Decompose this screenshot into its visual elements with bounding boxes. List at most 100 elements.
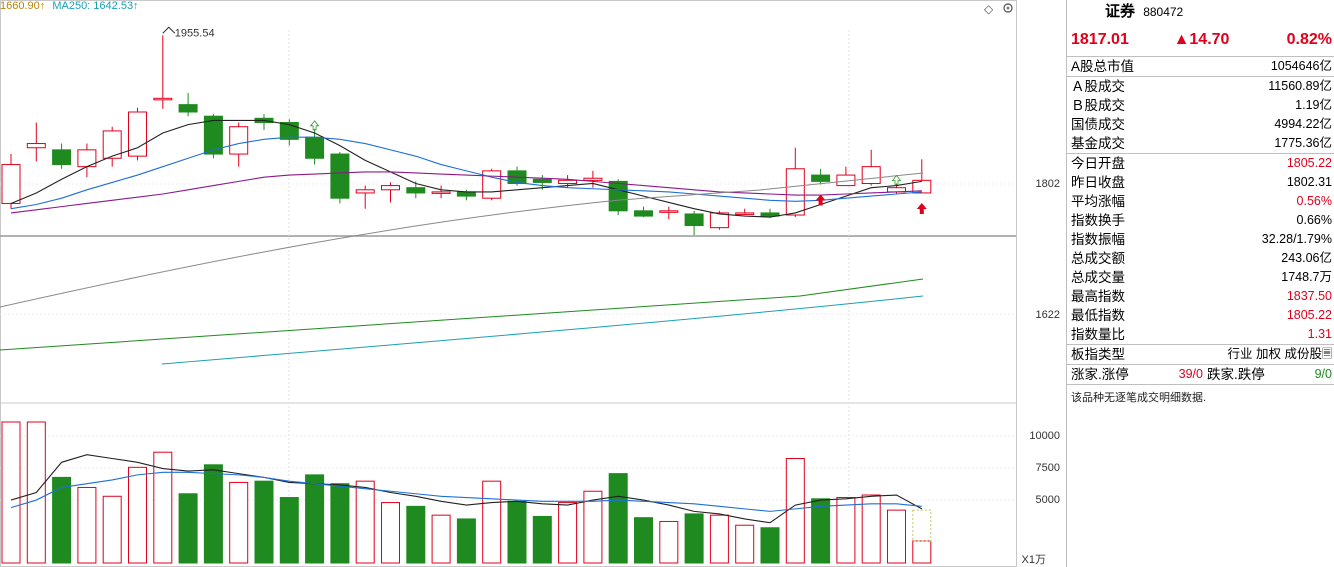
stat-value: 0.66% — [1296, 213, 1332, 227]
candle-body — [355, 189, 375, 194]
volume-bar — [507, 500, 527, 564]
stat-value: 32.28/1.79% — [1261, 232, 1332, 246]
decliners-label: 跌家.跌停 — [1206, 367, 1265, 382]
candle-body — [912, 179, 932, 194]
tick-data-note: 该品种无逐笔成交明细数据. — [1071, 392, 1207, 404]
index-name: 证券 — [1105, 3, 1136, 20]
volume-bar — [128, 466, 147, 564]
panel-title: 证券 880472 — [1067, 0, 1334, 24]
gear-icon[interactable] — [1002, 2, 1014, 17]
volume-bar — [912, 540, 932, 564]
volume-ma10-line — [10, 471, 922, 512]
candle-body — [229, 126, 249, 155]
volume-bar — [406, 505, 426, 564]
stat-row: 总成交额 243.06亿 — [1067, 249, 1334, 268]
stat-label: 总成交量 — [1071, 270, 1125, 285]
stat-row: A股总市值 1054646亿 — [1067, 57, 1334, 76]
ma-long-grey-line — [0, 172, 924, 308]
stat-row: 昨日收盘 1802.31 — [1067, 173, 1334, 192]
stat-label: A股总市值 — [1071, 59, 1135, 74]
stat-row: 最高指数 1837.50 — [1067, 287, 1334, 306]
volume-bar — [178, 493, 198, 564]
ma250-value: MA250: 1642.53↑ — [52, 0, 139, 12]
price-change-pct: 0.82% — [1286, 31, 1332, 48]
ma10-line — [10, 136, 922, 210]
ma5-line — [10, 119, 922, 218]
stat-value: 1805.22 — [1286, 308, 1332, 322]
candle-body — [431, 191, 451, 194]
volume-bar — [785, 458, 805, 564]
stat-label: 总成交额 — [1071, 251, 1125, 266]
volume-bar — [684, 513, 704, 564]
volume-bar — [153, 451, 173, 564]
volume-bar — [811, 498, 831, 564]
volume-bar — [482, 480, 502, 564]
stat-value: 1.31 — [1307, 327, 1332, 341]
candle-body — [1, 164, 21, 204]
ma-teal-line — [161, 295, 924, 365]
stat-row: 国债成交 4994.22亿 — [1067, 115, 1334, 134]
stat-row: 今日开盘 1805.22 — [1067, 154, 1334, 173]
candle-body — [330, 153, 350, 199]
candle-body — [583, 177, 603, 181]
breadth-row: 涨家.涨停 39/0 跌家.跌停 9/0 — [1067, 365, 1334, 385]
stat-label: 平均涨幅 — [1071, 194, 1125, 209]
turnover-section: Ａ股成交 11560.89亿 Ｂ股成交 1.19亿 国债成交 4994.22亿 基金成交 17… — [1067, 77, 1334, 154]
candle-body — [406, 187, 426, 194]
stat-value: 0.56% — [1296, 194, 1332, 208]
stat-value: 1748.7万 — [1281, 270, 1332, 284]
buy-signal-arrow — [916, 202, 927, 214]
stat-label: 昨日收盘 — [1071, 175, 1125, 190]
stat-value: 1.19亿 — [1295, 98, 1332, 112]
candle-body — [482, 170, 502, 199]
stat-label: 指数量比 — [1071, 327, 1125, 342]
candle-body — [558, 179, 578, 184]
stat-row: 指数量比 1.31 — [1067, 325, 1334, 344]
volume-bar — [1, 421, 21, 564]
candle-body — [709, 212, 729, 229]
candle-body — [153, 97, 173, 101]
candle-body — [659, 210, 679, 213]
buy-signal-arrow — [815, 194, 826, 206]
price-axis-label-1622: 1622 — [1035, 309, 1060, 321]
volume-bar — [659, 520, 679, 564]
index-type-row: 板指类型 行业 加权 成份股🗏 — [1067, 345, 1334, 365]
candle-body — [634, 210, 653, 217]
candle-body — [608, 180, 628, 212]
stat-row: Ｂ股成交 1.19亿 — [1067, 96, 1334, 115]
volume-bar — [456, 518, 476, 564]
index-type-value[interactable]: 行业 加权 成份股🗏 — [1227, 347, 1333, 361]
advancers-label: 涨家.涨停 — [1071, 367, 1129, 382]
volume-axis-label-7500: 7500 — [1035, 462, 1060, 474]
stat-label: 指数振幅 — [1071, 232, 1125, 247]
volume-bar — [608, 473, 628, 564]
ma-legend: 1660.90↑ MA250: 1642.53↑ — [0, 0, 143, 12]
index-stats-section: 今日开盘 1805.22 昨日收盘 1802.31 平均涨幅 0.56% 指数换手 0.66%… — [1067, 154, 1334, 345]
stat-label: Ｂ股成交 — [1071, 98, 1125, 113]
volume-axis-label-5000: 5000 — [1035, 494, 1060, 506]
kline-chart[interactable]: 1955.54 1660.90↑ MA250: 1642.53↑ ◇ 1802 … — [0, 0, 1066, 567]
index-code: 880472 — [1143, 5, 1184, 19]
price-axis-label-1802: 1802 — [1035, 178, 1060, 190]
ma-a-value: 1660.90↑ — [0, 0, 46, 12]
last-price: 1817.01 — [1071, 31, 1129, 48]
stat-label: Ａ股成交 — [1071, 79, 1125, 94]
stat-row: 基金成交 1775.36亿 — [1067, 134, 1334, 153]
stat-value: 1805.22 — [1286, 156, 1332, 170]
volume-bar — [558, 502, 578, 564]
candle-body — [456, 191, 476, 197]
quote-line: 1817.01 ▲14.70 0.82% — [1067, 24, 1334, 57]
volume-bar — [254, 480, 274, 564]
chart-canvas[interactable]: 1955.54 — [0, 0, 1066, 567]
stat-row: 最低指数 1805.22 — [1067, 306, 1334, 325]
volume-bar — [836, 497, 856, 564]
stat-label: 基金成交 — [1071, 136, 1125, 151]
ma20-line — [10, 171, 922, 214]
volume-bar — [305, 474, 325, 564]
stat-value: 4994.22亿 — [1274, 117, 1332, 131]
index-type-label: 板指类型 — [1071, 347, 1125, 362]
volume-bar — [77, 486, 97, 564]
chart-frame — [0, 0, 1017, 567]
stat-value: 1837.50 — [1286, 289, 1332, 303]
diamond-icon[interactable]: ◇ — [984, 2, 994, 16]
